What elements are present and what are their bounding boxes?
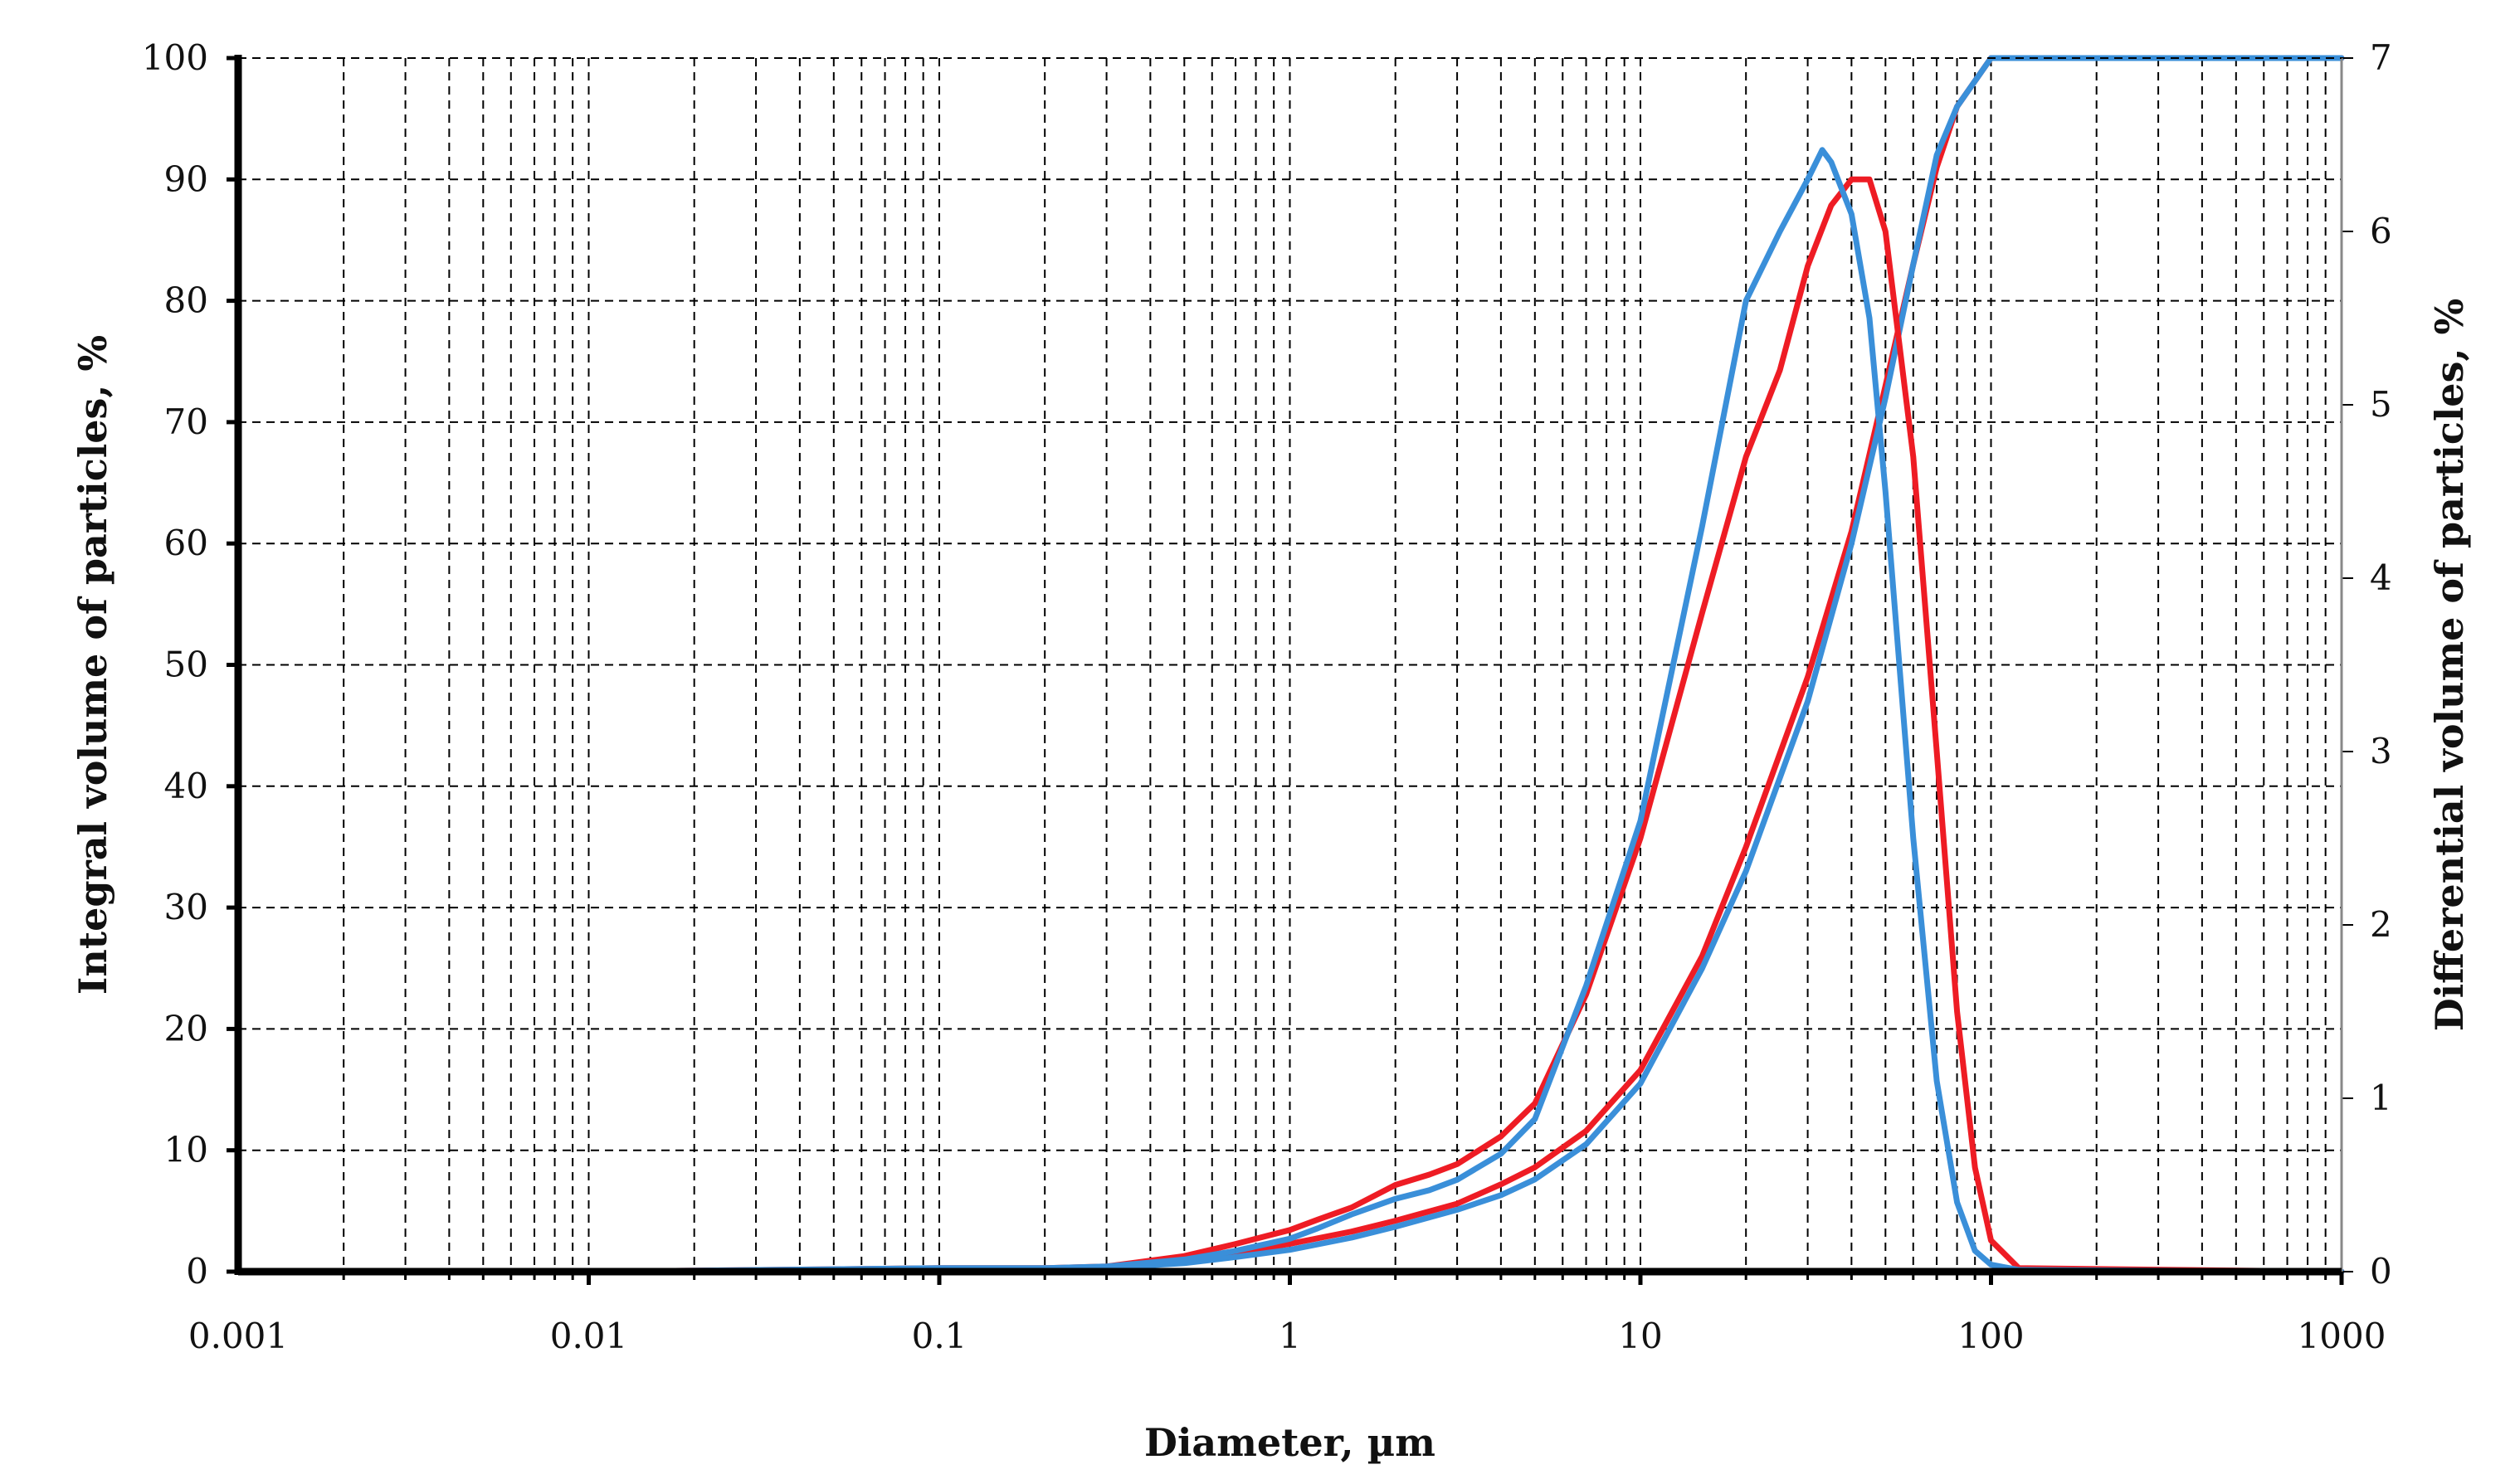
x-tick-label: 100 <box>1957 1316 2024 1356</box>
x-axis-title: Diameter, µm <box>1144 1420 1435 1465</box>
right-y-axis-title: Differential volume of particles, % <box>2427 299 2472 1031</box>
left-y-tick-label: 70 <box>164 401 208 442</box>
left-y-tick-label: 90 <box>164 158 208 199</box>
x-tick-label: 10 <box>1618 1316 1662 1356</box>
left-y-tick-label: 0 <box>186 1251 208 1292</box>
right-y-tick-label: 3 <box>2370 731 2392 771</box>
integral-series-line-2 <box>586 55 2345 1275</box>
left-y-axis-title: Integral volume of particles, % <box>71 335 115 995</box>
left-y-tick-label: 30 <box>164 887 208 927</box>
left-y-tick-label: 50 <box>164 645 208 685</box>
right-y-tick-label: 1 <box>2370 1078 2392 1118</box>
series-group <box>586 55 2345 1275</box>
left-y-tick-label: 20 <box>164 1008 208 1049</box>
right-y-tick-label: 7 <box>2370 37 2392 78</box>
x-tick-label: 1000 <box>2298 1316 2386 1356</box>
left-y-tick-label: 80 <box>164 280 208 321</box>
right-y-tick-label: 6 <box>2370 211 2392 251</box>
left-y-tick-label: 60 <box>164 523 208 563</box>
differential-series-line-4 <box>586 147 2345 1275</box>
right-y-tick-label: 4 <box>2370 557 2392 598</box>
x-tick-label: 1 <box>1279 1316 1301 1356</box>
axes <box>227 55 2353 1285</box>
x-tick-label: 0.001 <box>188 1316 288 1356</box>
left-y-tick-label: 10 <box>164 1130 208 1170</box>
right-y-tick-label: 5 <box>2370 384 2392 425</box>
right-y-tick-label: 0 <box>2370 1251 2392 1292</box>
x-tick-label: 0.1 <box>912 1316 967 1356</box>
differential-series-line-3 <box>586 176 2345 1275</box>
right-y-tick-label: 2 <box>2370 904 2392 945</box>
grid <box>238 57 2342 1272</box>
left-y-tick-label: 40 <box>164 766 208 806</box>
tick-labels: 0.001 0.01 0.1 1 10 100 1000010203040506070809… <box>142 37 2392 1356</box>
x-tick-label: 0.01 <box>550 1316 628 1356</box>
left-y-tick-label: 100 <box>142 37 208 78</box>
